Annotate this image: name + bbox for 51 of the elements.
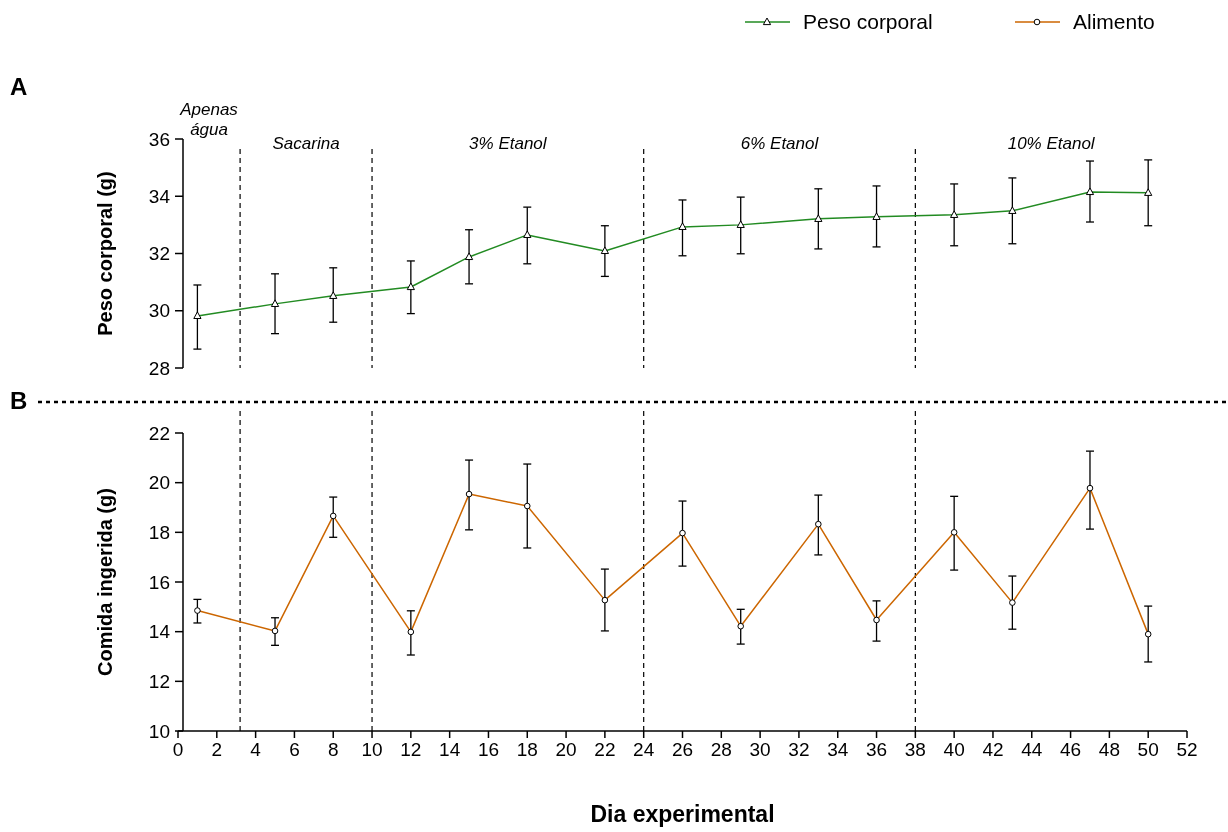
- y-axis-title: Comida ingerida (g): [94, 488, 116, 676]
- x-tick-label: 18: [516, 739, 538, 760]
- x-tick-label: 8: [327, 739, 339, 760]
- annotation: 10% Etanol: [1007, 134, 1096, 153]
- x-tick-label: 22: [594, 739, 616, 760]
- x-tick-label: 42: [982, 739, 1004, 760]
- x-tick-label: 34: [827, 739, 849, 760]
- y-tick-label: 22: [148, 422, 170, 444]
- legend-label: Peso corporal: [803, 10, 933, 34]
- x-tick-label: 36: [865, 739, 888, 760]
- x-tick-label: 46: [1060, 739, 1082, 760]
- x-tick-label: 12: [400, 739, 422, 760]
- y-tick-label: 18: [148, 521, 170, 543]
- annotation: 3% Etanol: [469, 134, 548, 153]
- legend-label: Alimento: [1073, 10, 1155, 34]
- y-axis-title: Peso corporal (g): [94, 171, 116, 336]
- y-tick-label: 32: [148, 243, 170, 265]
- x-tick-label: 16: [477, 739, 500, 760]
- annotation: Apenas água: [179, 100, 239, 139]
- y-tick-label: 28: [148, 357, 170, 379]
- x-tick-label: 30: [749, 739, 771, 760]
- y-tick-label: 16: [148, 571, 170, 593]
- x-tick-label: 26: [671, 739, 694, 760]
- x-tick-label: 14: [439, 739, 461, 760]
- x-tick-label: 28: [710, 739, 732, 760]
- y-tick-label: 20: [148, 472, 170, 494]
- annotation: Sacarina: [272, 134, 340, 153]
- x-tick-label: 40: [943, 739, 965, 760]
- x-tick-label: 20: [555, 739, 577, 760]
- y-tick-label: 30: [148, 300, 170, 322]
- annotation: 6% Etanol: [740, 134, 820, 153]
- x-tick-label: 2: [211, 739, 223, 760]
- y-tick-label: 12: [148, 670, 170, 692]
- text: A: [10, 73, 28, 100]
- x-tick-label: 4: [250, 739, 262, 760]
- x-tick-label: 52: [1176, 739, 1198, 760]
- x-tick-label: 6: [289, 739, 300, 760]
- x-tick-label: 50: [1137, 739, 1159, 760]
- y-tick-label: 10: [148, 720, 170, 742]
- y-tick-label: 36: [148, 128, 170, 150]
- x-tick-label: 32: [788, 739, 810, 760]
- x-tick-label: 48: [1098, 739, 1120, 760]
- x-tick-label: 44: [1021, 739, 1043, 760]
- y-tick-label: 14: [148, 621, 171, 643]
- x-axis-title: Dia experimental: [590, 801, 775, 827]
- text: B: [10, 387, 28, 414]
- x-tick-label: 24: [633, 739, 655, 760]
- x-tick-label: 38: [904, 739, 926, 760]
- x-tick-label: 0: [172, 739, 184, 760]
- x-tick-label: 10: [361, 739, 383, 760]
- y-tick-label: 34: [148, 185, 171, 207]
